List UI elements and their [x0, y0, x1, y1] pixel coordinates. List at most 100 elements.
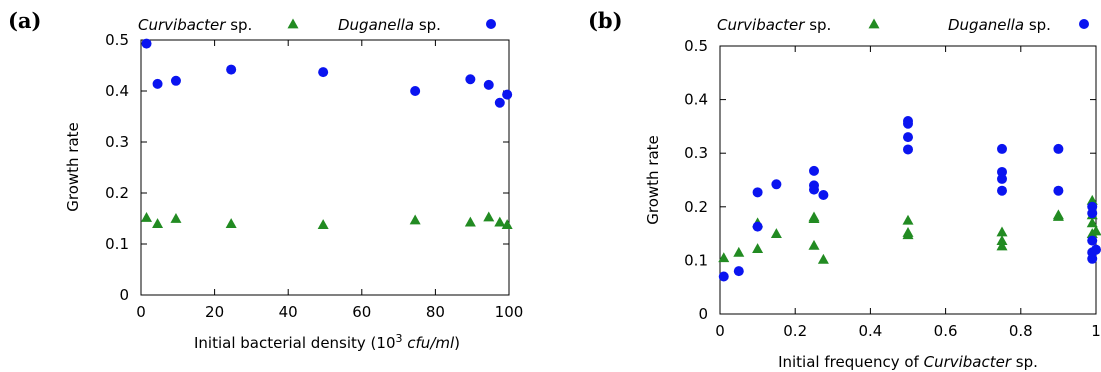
panel-b-duganella-point: [718, 271, 729, 282]
panel-b-duganella-point: [903, 116, 913, 127]
panel-a-curvibacter-point: [494, 216, 506, 227]
panel-b-curvibacter-point: [1052, 209, 1064, 220]
panel-b-duganella-point: [997, 143, 1007, 154]
panel-b-curvibacter-point: [996, 226, 1008, 237]
panel-a-curvibacter-point: [141, 211, 153, 222]
panel-a-ytick-label: 0.2: [105, 184, 129, 202]
panel-b-curvibacter-point: [752, 243, 764, 254]
panel-a-xtick-label: 20: [205, 303, 224, 321]
panel-b-plot-frame: [719, 45, 1097, 315]
panel-a-duganella-point: [141, 38, 152, 49]
panel-b-ytick-label: 0.4: [684, 91, 708, 109]
panel-a-curvibacter-point: [152, 218, 164, 228]
panel-b-duganella-point: [903, 144, 913, 155]
panel-b-curvibacter-point: [718, 252, 730, 263]
panel-b-xtick-label: 0: [715, 322, 725, 340]
panel-a-legend-curvibacter-marker: [287, 18, 299, 29]
panel-b-ytick-label: 0.5: [684, 37, 708, 55]
panel-a-ytick-label: 0.1: [105, 235, 129, 253]
panel-a-legend: Curvibacter sp. Duganella sp.: [138, 16, 441, 34]
panel-b-legend-curvibacter-marker: [868, 18, 880, 29]
panel-a-ytick-label: 0.4: [105, 82, 129, 100]
panel-b-ytick-label: 0.3: [684, 144, 708, 162]
panel-b-curvibacter-point: [817, 253, 829, 264]
panel-a-plot-frame: [140, 39, 510, 296]
panel-b-curvibacter-point: [902, 214, 914, 225]
panel-b-legend: Curvibacter sp. Duganella sp.: [717, 16, 1051, 34]
panel-b-curvibacter-point: [996, 235, 1008, 245]
panel-b-curvibacter-point: [808, 211, 820, 222]
panel-a-curvibacter-point: [317, 219, 329, 230]
panel-b-duganella-point: [809, 165, 819, 176]
panel-a-curvibacter-point: [501, 219, 513, 230]
panel-b-duganella-point: [733, 266, 744, 277]
panel-a-ytick-label: 0: [119, 286, 129, 304]
panel-b-curvibacter-point: [1086, 194, 1098, 205]
panel-b-duganella-point: [1087, 235, 1098, 246]
panel-a-curvibacter-point: [225, 218, 237, 228]
panel-b-ylabel: Growth rate: [644, 135, 662, 225]
panel-b-duganella-point: [1087, 201, 1098, 212]
panel-b-duganella-point: [997, 185, 1007, 196]
panel-b-ytick-label: 0.2: [684, 198, 708, 216]
panel-b-duganella-point: [1053, 143, 1064, 154]
panel-a-xtick-label: 0: [136, 303, 146, 321]
panel-a-xtick-label: 40: [279, 303, 298, 321]
panel-b-curvibacter-point: [996, 240, 1008, 251]
panel-b-ytick-label: 0.1: [684, 251, 708, 269]
panel-a-ytick-label: 0.5: [105, 31, 129, 49]
panel-a-duganella-point: [483, 79, 494, 90]
panel-b-duganella-point: [1053, 185, 1064, 196]
panel-b-label: (b): [588, 8, 623, 33]
panel-b-xtick-label: 0.4: [858, 322, 882, 340]
panel-a-duganella-point: [465, 74, 476, 85]
panel-b-xtick-label: 0.8: [1009, 322, 1033, 340]
panel-b-duganella-point: [1091, 244, 1101, 255]
panel-b-curvibacter-point: [808, 239, 820, 250]
panel-b-curvibacter-point: [770, 228, 782, 238]
panel-b-xlabel: Initial frequency of Curvibacter sp.: [778, 353, 1038, 371]
panel-b-legend-duganella: Duganella sp.: [948, 16, 1051, 34]
panel-b-xtick-label: 0.2: [783, 322, 807, 340]
panel-a-duganella-point: [494, 97, 505, 108]
panel-b-curvibacter-point: [1090, 225, 1101, 236]
panel-b: (b) Curvibacter sp. Duganella sp. Growth…: [588, 8, 1101, 371]
panel-b-xtick-label: 0.6: [934, 322, 958, 340]
panel-b-duganella-point: [771, 179, 782, 190]
panel-b-duganella-point: [997, 166, 1007, 177]
panel-a-legend-curvibacter: Curvibacter sp.: [138, 16, 252, 34]
panel-a-ytick-label: 0.3: [105, 133, 129, 151]
panel-b-curvibacter-point: [733, 246, 745, 257]
panel-b-duganella-point: [818, 190, 829, 201]
panel-a-duganella-point: [318, 67, 329, 78]
panel-b-duganella-point: [809, 180, 819, 191]
panel-a-duganella-point: [226, 64, 237, 75]
panel-b-duganella-point: [997, 173, 1007, 184]
panel-a: (a) Curvibacter sp. Duganella sp. Growth…: [8, 8, 523, 352]
panel-b-curvibacter-point: [1086, 217, 1098, 228]
panel-a-curvibacter-point: [170, 213, 182, 223]
panel-a-curvibacter-point: [464, 216, 476, 227]
panel-a-xtick-label: 60: [352, 303, 371, 321]
panel-b-legend-duganella-marker: [1079, 19, 1089, 29]
panel-a-ylabel: Growth rate: [64, 122, 82, 212]
panel-b-duganella-point: [752, 221, 763, 232]
panel-a-curvibacter-point: [409, 214, 421, 225]
panel-b-ytick-label: 0: [698, 305, 708, 323]
panel-a-duganella-point: [410, 86, 421, 96]
panel-a-duganella-point: [502, 89, 513, 100]
panel-a-label: (a): [8, 8, 41, 33]
panel-b-duganella-point: [903, 132, 913, 143]
panel-a-xlabel: Initial bacterial density (103 cfu/ml): [194, 332, 460, 352]
panel-a-curvibacter-point: [483, 211, 495, 222]
panel-a-xtick-label: 80: [426, 303, 445, 321]
panel-b-curvibacter-point: [902, 227, 914, 237]
panel-a-legend-duganella: Duganella sp.: [338, 16, 441, 34]
panel-a-duganella-point: [170, 75, 181, 86]
panel-b-xtick-label: 1: [1091, 322, 1101, 340]
panel-a-legend-duganella-marker: [486, 19, 496, 29]
panel-b-legend-curvibacter: Curvibacter sp.: [717, 16, 831, 34]
panel-a-duganella-point: [152, 78, 163, 89]
panel-b-duganella-point: [752, 187, 763, 198]
